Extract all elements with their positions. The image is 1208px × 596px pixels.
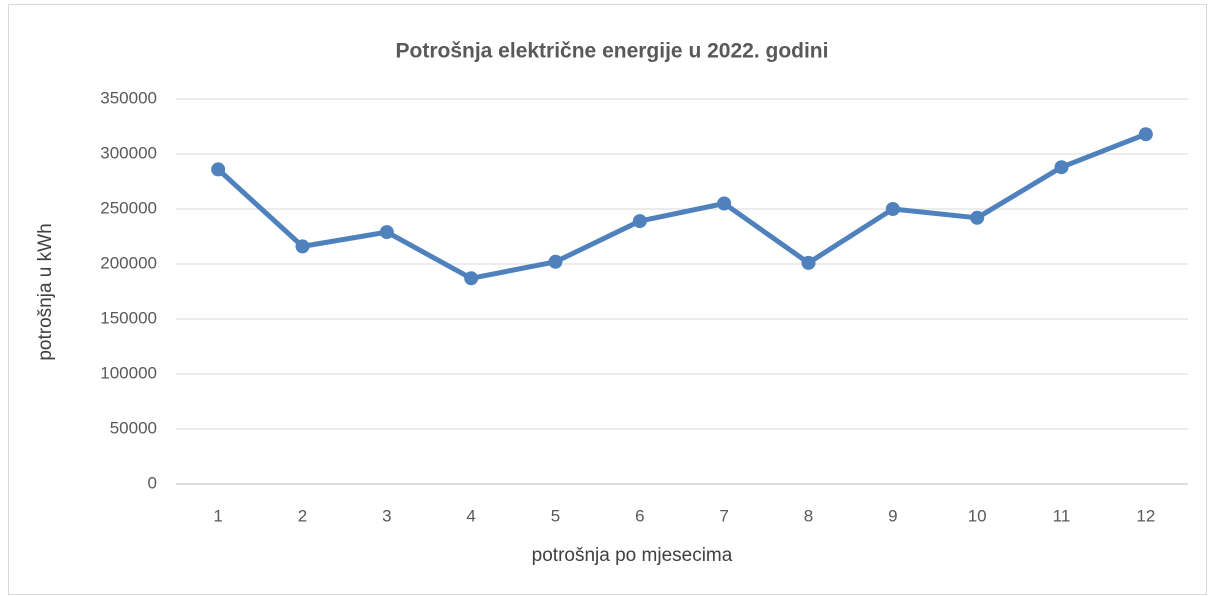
chart-title: Potrošnja električne energije u 2022. go… <box>396 40 829 63</box>
point <box>1138 127 1153 142</box>
point <box>211 162 226 177</box>
x-tick-label: 2 <box>298 506 307 525</box>
y-tick-label: 350000 <box>100 88 157 107</box>
point <box>970 210 985 225</box>
point <box>632 214 647 229</box>
x-tick-label: 7 <box>719 506 728 525</box>
point <box>801 255 816 270</box>
y-tick-label: 300000 <box>100 143 157 162</box>
chart-border <box>8 4 1207 595</box>
y-tick-label: 0 <box>148 473 157 492</box>
point <box>548 254 563 269</box>
x-tick-label: 8 <box>804 506 813 525</box>
y-tick-label: 150000 <box>100 308 157 327</box>
x-tick-label: 11 <box>1053 506 1071 525</box>
x-tick-label: 3 <box>382 506 391 525</box>
line <box>215 131 1149 281</box>
x-axis-title: potrošnja po mjesecima <box>532 545 733 566</box>
x-tick-label: 12 <box>1136 506 1155 525</box>
y-axis-title: potrošnja u kWh <box>35 223 56 360</box>
point <box>295 239 310 254</box>
y-tick-label: 100000 <box>100 363 157 382</box>
x-tick-label: 6 <box>635 506 644 525</box>
point <box>464 271 479 286</box>
x-tick-label: 1 <box>213 506 222 525</box>
point <box>379 225 394 240</box>
x-tick-label: 9 <box>888 506 897 525</box>
point <box>717 196 732 211</box>
point <box>1054 160 1069 175</box>
x-tick-label: 4 <box>466 506 475 525</box>
y-tick-label: 200000 <box>100 253 157 272</box>
point <box>885 202 900 216</box>
x-tick-label: 5 <box>551 506 560 525</box>
y-tick-label: 50000 <box>110 418 157 437</box>
x-tick-label: 10 <box>968 506 987 525</box>
y-tick-label: 250000 <box>100 198 157 217</box>
